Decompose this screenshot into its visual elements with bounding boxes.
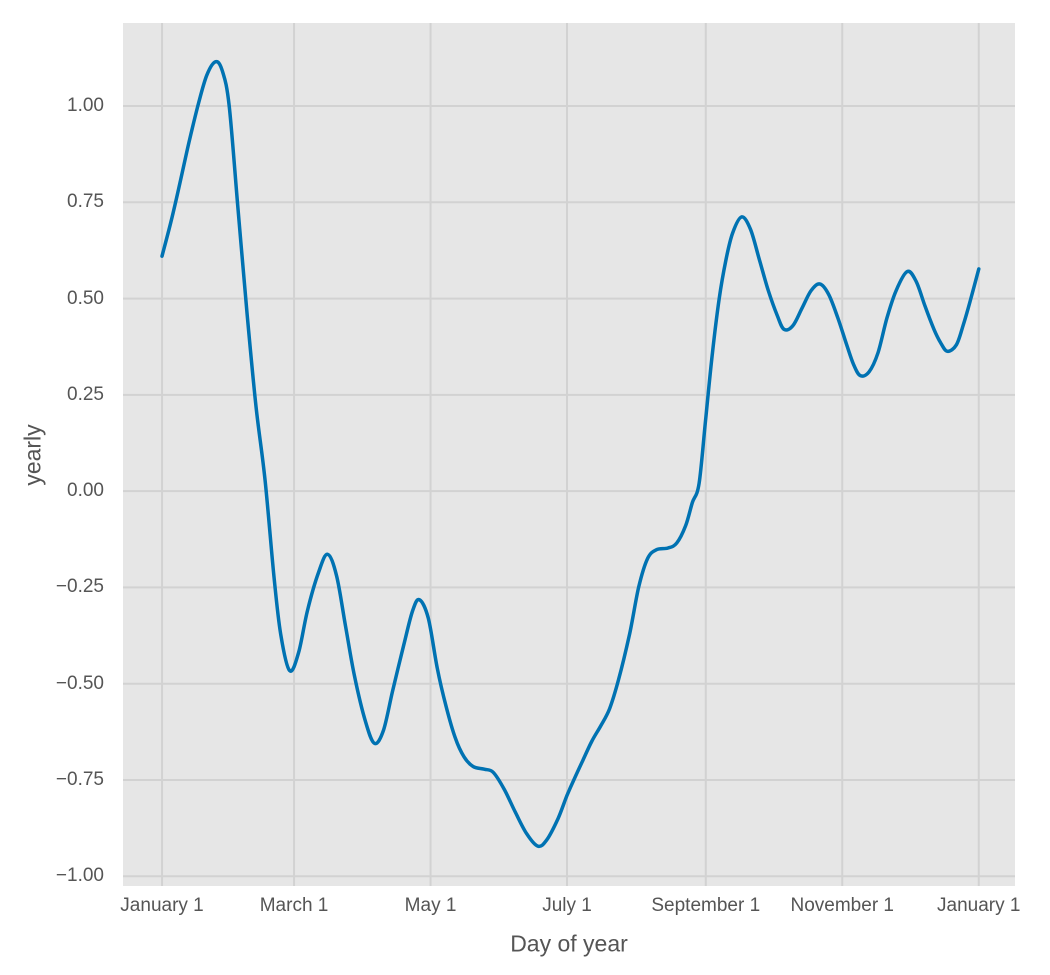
- y-tick-label: −0.50: [55, 672, 104, 694]
- x-tick-label: January 1: [937, 895, 1021, 916]
- x-tick-label: May 1: [404, 895, 457, 916]
- y-tick-label: −0.25: [55, 576, 104, 598]
- x-tick-label: March 1: [259, 895, 329, 916]
- x-tick-label: July 1: [542, 895, 592, 916]
- y-tick-label: 1.00: [67, 95, 104, 117]
- plot-area: [123, 23, 1015, 886]
- y-tick-label: −0.75: [55, 768, 104, 790]
- gridlines: [123, 23, 1015, 886]
- x-axis-label: Day of year: [510, 930, 628, 957]
- yearly-series-line: [160, 59, 981, 849]
- y-axis-label: yearly: [19, 423, 46, 486]
- x-tick-label: September 1: [651, 895, 761, 916]
- x-tick-label: January 1: [120, 895, 204, 916]
- y-tick-label: 0.50: [67, 287, 104, 309]
- y-tick-label: −1.00: [55, 865, 104, 887]
- y-tick-label: 0.25: [67, 383, 104, 405]
- y-tick-label: 0.75: [67, 191, 104, 213]
- x-tick-label: November 1: [790, 895, 895, 916]
- y-tick-label: 0.00: [67, 480, 104, 502]
